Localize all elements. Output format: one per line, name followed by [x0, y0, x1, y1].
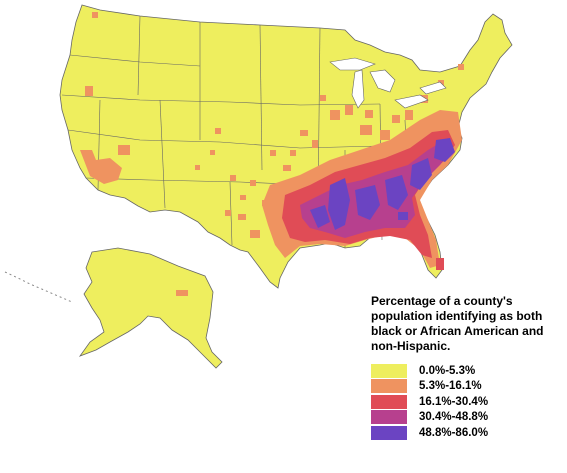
- aleutian-islands: [4, 271, 73, 303]
- legend-entry: 5.3%-16.1%: [371, 379, 561, 395]
- legend-label: 5.3%-16.1%: [419, 380, 482, 393]
- legend-entry: 48.8%-86.0%: [371, 425, 561, 441]
- legend-title: Percentage of a county's population iden…: [371, 294, 544, 353]
- legend-entries: 0.0%-5.3% 5.3%-16.1% 16.1%-30.4% 30.4%-48.8…: [371, 363, 561, 441]
- legend-swatch: [371, 394, 407, 409]
- florida-county-red: [436, 258, 444, 270]
- legend-entry: 16.1%-30.4%: [371, 394, 561, 410]
- legend-swatch: [371, 410, 407, 425]
- legend-label: 0.0%-5.3%: [419, 364, 476, 377]
- legend-swatch: [371, 425, 407, 440]
- county-patches-high: [310, 138, 455, 230]
- map-legend: Percentage of a county's population iden…: [371, 294, 561, 441]
- legend-label: 16.1%-30.4%: [419, 395, 489, 408]
- legend-swatch: [371, 379, 407, 394]
- great-lakes: [329, 57, 447, 109]
- legend-label: 48.8%-86.0%: [419, 426, 489, 439]
- legend-entry: 30.4%-48.8%: [371, 410, 561, 426]
- alaska-landmass: [78, 247, 223, 369]
- legend-swatch: [371, 363, 407, 378]
- legend-entry: 0.0%-5.3%: [371, 363, 561, 379]
- legend-label: 30.4%-48.8%: [419, 411, 489, 424]
